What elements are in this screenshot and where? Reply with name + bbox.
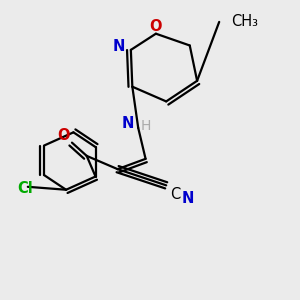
Text: N: N [122,116,134,131]
Text: Cl: Cl [17,181,33,196]
Text: N: N [113,39,125,54]
Text: C: C [170,187,180,202]
Text: O: O [150,19,162,34]
Text: CH₃: CH₃ [231,14,258,29]
Text: H: H [140,119,151,134]
Text: N: N [182,191,194,206]
Text: O: O [57,128,69,143]
